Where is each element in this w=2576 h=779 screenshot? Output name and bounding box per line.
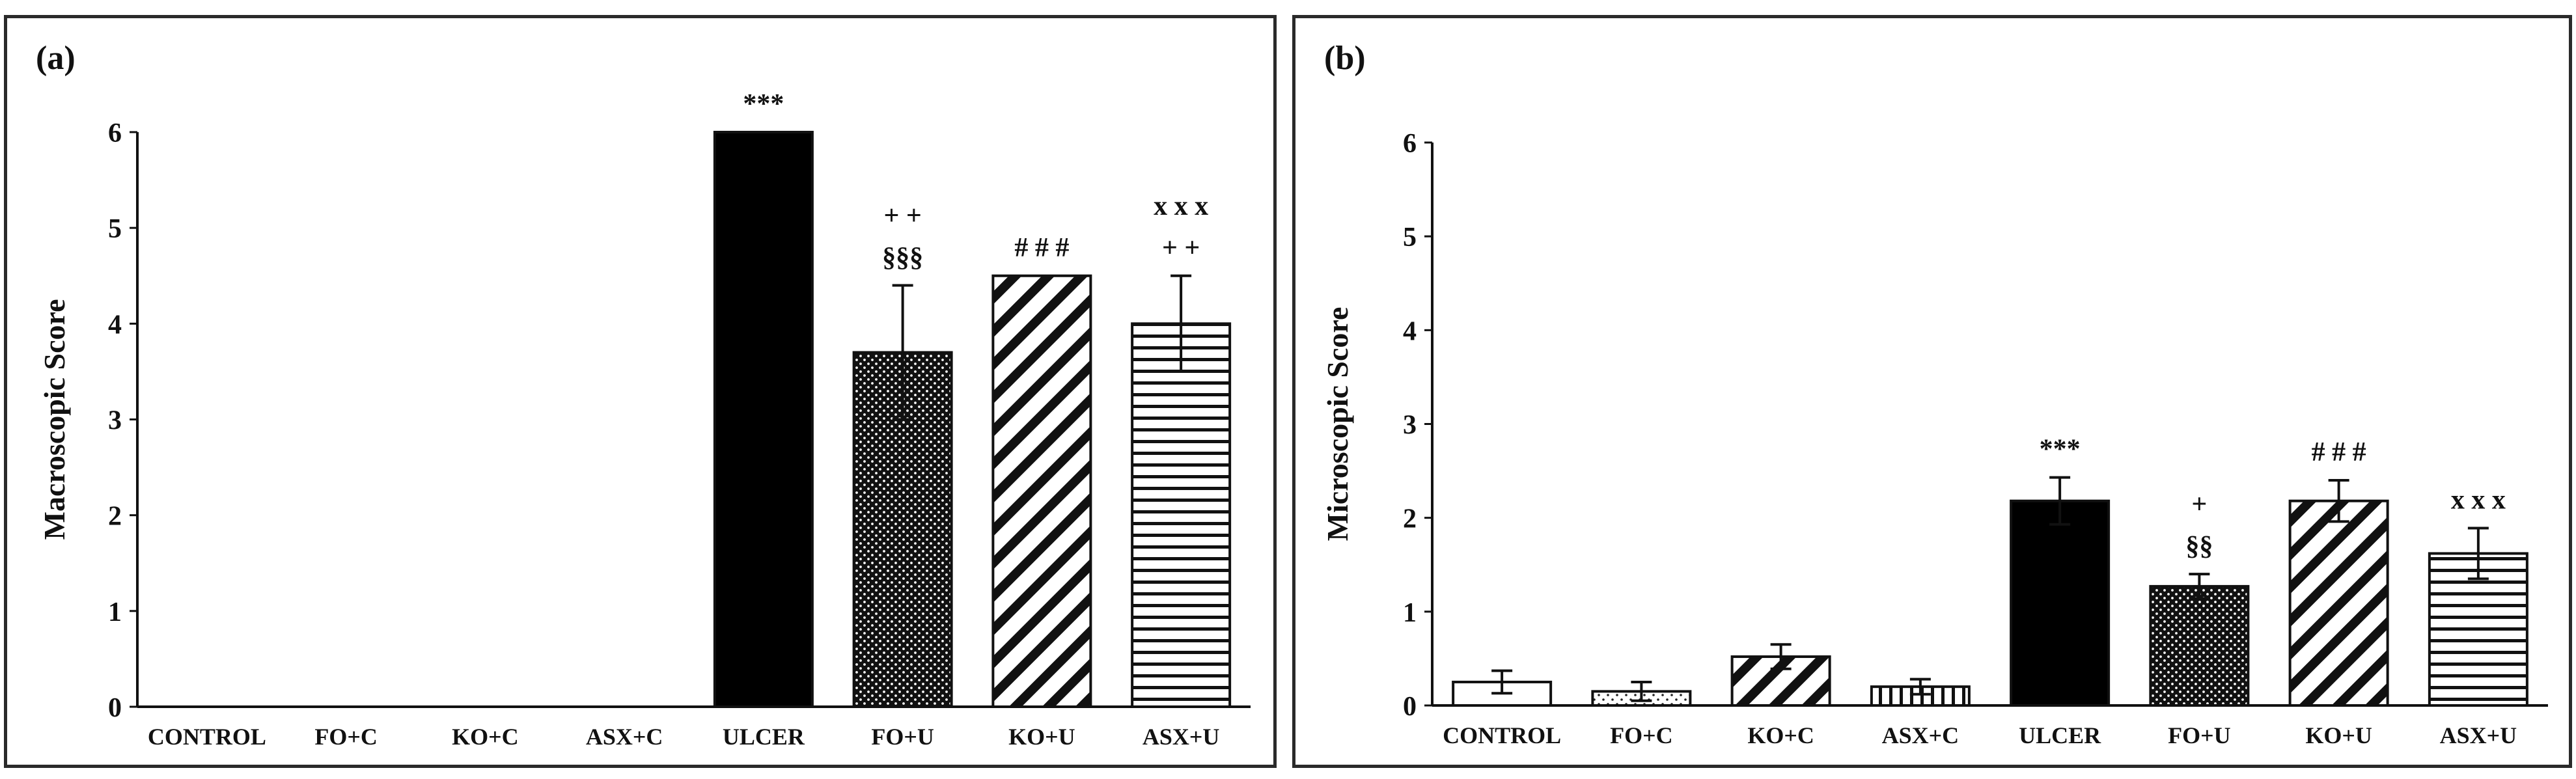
chart-panel-b: (b) Microscopic Score 0 1 2 3 4 5 6 CONTROL FO+C K… — [1292, 15, 2572, 768]
panel-label: (a) — [36, 40, 76, 77]
significance-marker: + + — [1162, 233, 1200, 263]
bar-asx-u — [2428, 552, 2528, 707]
panel-label: (b) — [1324, 40, 1366, 77]
x-tick-label: KO+C — [1747, 722, 1814, 748]
bar-ko-u — [2288, 499, 2389, 707]
y-tick-label: 1 — [108, 597, 122, 627]
significance-marker: §§§ — [882, 242, 923, 272]
significance-marker: *** — [743, 89, 784, 119]
significance-marker: x x x — [2451, 485, 2506, 515]
y-tick-label: 6 — [1403, 129, 1417, 159]
significance-marker: # # # — [1014, 233, 1069, 263]
bar-ulcer — [2010, 499, 2111, 707]
bar-ko-u — [991, 274, 1092, 708]
x-tick-label: FO+U — [2168, 722, 2231, 748]
x-tick-label: ASX+C — [1882, 722, 1960, 748]
x-tick-label: KO+C — [452, 724, 519, 750]
y-tick-label: 2 — [108, 502, 122, 532]
x-tick-label: CONTROL — [1443, 722, 1561, 748]
x-tick-label: ASX+U — [2440, 722, 2517, 748]
y-tick-label: 3 — [1403, 411, 1417, 441]
chart-svg-macroscopic: Macroscopic Score 0 1 2 3 4 5 6 CONTROL FO+C KO+C A… — [38, 89, 1251, 750]
x-tick-label: KO+U — [2305, 722, 2372, 748]
x-tick-label: FO+C — [1610, 722, 1673, 748]
y-tick-label: 3 — [108, 406, 122, 436]
y-tick-label: 5 — [108, 214, 122, 244]
x-tick-label: FO+C — [314, 724, 378, 750]
bar-ulcer — [713, 131, 814, 708]
y-tick-label: 4 — [108, 310, 122, 340]
y-tick-label: 6 — [108, 118, 122, 148]
significance-marker: + — [2191, 489, 2207, 519]
x-tick-label: ASX+C — [586, 724, 663, 750]
y-axis-title: Macroscopic Score — [38, 299, 71, 540]
significance-marker: # # # — [2312, 437, 2366, 467]
y-tick-label: 5 — [1403, 223, 1417, 253]
bar-asx-u — [1131, 322, 1232, 709]
bar-fo-u — [2149, 584, 2250, 707]
x-tick-label: CONTROL — [148, 724, 266, 750]
y-axis-title: Microscopic Score — [1321, 307, 1354, 541]
chart-svg-microscopic: Microscopic Score 0 1 2 3 4 5 6 CONTROL FO+C KO+C A… — [1321, 129, 2548, 748]
x-tick-label: KO+U — [1008, 724, 1075, 750]
significance-marker: §§ — [2185, 531, 2213, 561]
significance-marker: + + — [883, 200, 921, 230]
x-tick-label: ASX+U — [1143, 724, 1220, 750]
x-tick-label: FO+U — [871, 724, 934, 750]
chart-panel-a: (a) Macroscopic Score 0 1 2 3 4 5 6 CONTROL FO+C K… — [4, 15, 1277, 768]
y-tick-label: 0 — [108, 693, 122, 723]
y-tick-label: 1 — [1403, 598, 1417, 628]
significance-marker: *** — [2040, 435, 2081, 465]
significance-marker: x x x — [1154, 191, 1208, 221]
x-tick-label: ULCER — [2019, 722, 2101, 748]
y-tick-label: 4 — [1403, 316, 1417, 346]
y-tick-label: 0 — [1403, 692, 1417, 722]
y-tick-label: 2 — [1403, 504, 1417, 534]
x-tick-label: ULCER — [723, 724, 805, 750]
